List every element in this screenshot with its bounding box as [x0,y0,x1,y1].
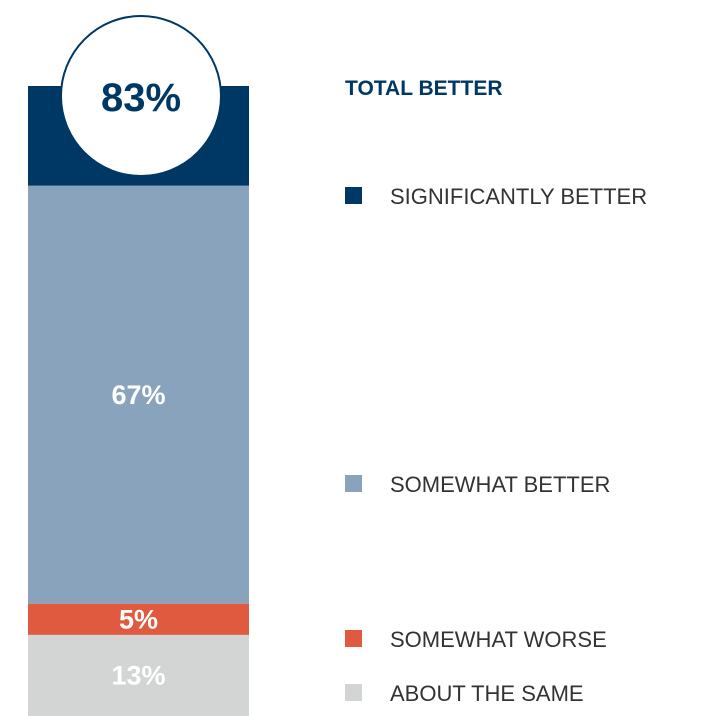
total-badge-value: 83% [101,76,181,120]
legend: SIGNIFICANTLY BETTER SOMEWHAT BETTER SOMEW… [345,184,647,706]
legend-swatch-about-the-same [345,684,362,701]
legend-swatch-somewhat-worse [345,630,362,647]
legend-swatch-significantly-better [345,187,362,204]
legend-label-about-the-same: ABOUT THE SAME [390,681,584,706]
bar-value-labels: 67% 5% 13% [111,380,165,691]
total-badge-circle [60,15,222,177]
bar-segment-about-the-same [28,634,249,716]
bar-label-somewhat-worse: 5% [119,604,158,634]
bar-label-about-the-same: 13% [111,660,165,690]
legend-label-significantly-better: SIGNIFICANTLY BETTER [390,184,647,209]
legend-swatch-somewhat-better [345,475,362,492]
bar-label-somewhat-better: 67% [111,380,165,410]
legend-label-somewhat-worse: SOMEWHAT WORSE [390,627,607,652]
total-callout: 83% [60,15,222,177]
legend-label-somewhat-better: SOMEWHAT BETTER [390,472,610,497]
total-better-label: TOTAL BETTER [345,77,503,100]
bar-segment-somewhat-better [28,185,249,604]
bar-segment-somewhat-worse [28,603,249,635]
